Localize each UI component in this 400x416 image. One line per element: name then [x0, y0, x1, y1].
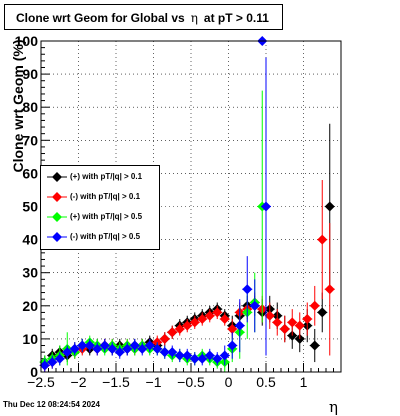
data-point — [39, 360, 50, 371]
legend-marker — [47, 192, 67, 202]
data-point — [159, 333, 170, 344]
data-point — [77, 340, 88, 351]
legend-entry: (+) with pT/|q| > 0.5 — [41, 208, 159, 226]
data-point — [69, 343, 80, 354]
data-point — [309, 340, 320, 351]
data-point — [317, 307, 328, 318]
data-point — [294, 320, 305, 331]
data-point — [189, 353, 200, 364]
data-point — [174, 323, 185, 334]
data-point — [144, 340, 155, 351]
data-point — [261, 201, 271, 212]
data-point — [84, 340, 95, 351]
y-tick-label: 70 — [22, 132, 38, 148]
x-axis-label: η — [329, 398, 338, 416]
data-point — [114, 347, 125, 358]
legend-label: (-) with pT/|q| > 0.5 — [70, 232, 141, 241]
y-tick-label: 90 — [22, 66, 38, 82]
data-point — [249, 300, 260, 311]
legend-entry: (+) with pT/|q| > 0.1 — [41, 168, 159, 186]
data-point — [242, 284, 253, 295]
data-point — [182, 350, 193, 361]
data-point — [107, 343, 118, 354]
y-tick-label: 100 — [15, 33, 39, 49]
x-tick-label: −2 — [71, 374, 87, 390]
data-point — [204, 350, 215, 361]
x-tick-label: 0.5 — [256, 374, 276, 390]
data-point — [152, 343, 163, 354]
data-point — [122, 343, 133, 354]
data-point — [159, 347, 170, 358]
y-axis-label: Clone wrt Geom (%) — [10, 39, 26, 173]
legend-label: (-) with pT/|q| > 0.1 — [70, 192, 141, 201]
data-point — [174, 350, 185, 361]
chart-title-suffix: at pT > 0.11 — [203, 11, 269, 25]
x-tick-label: 1 — [300, 374, 308, 390]
y-tick-label: 80 — [22, 99, 38, 115]
y-tick-label: 10 — [22, 331, 38, 347]
data-point — [54, 353, 65, 364]
data-point — [317, 234, 328, 245]
x-tick-label: −1 — [146, 374, 162, 390]
y-tick-label: 50 — [22, 199, 38, 215]
y-tick-label: 0 — [30, 364, 38, 380]
legend-marker — [47, 172, 67, 182]
data-point — [309, 300, 320, 311]
data-point — [62, 347, 73, 358]
data-point — [129, 340, 140, 351]
x-tick-label: −1.5 — [102, 374, 130, 390]
data-point — [189, 317, 200, 328]
data-point — [197, 314, 208, 325]
legend-label: (+) with pT/|q| > 0.5 — [70, 212, 143, 221]
x-tick-label: 0 — [225, 374, 233, 390]
data-point — [302, 314, 313, 325]
data-point — [212, 307, 223, 318]
data-point — [219, 350, 230, 361]
data-point — [279, 323, 290, 334]
y-tick-label: 30 — [22, 265, 38, 281]
chart-title: Clone wrt Geom for Global vs η at pT > 0.1… — [16, 11, 269, 25]
data-point — [167, 327, 178, 338]
data-point — [182, 320, 193, 331]
x-tick-label: −0.5 — [177, 374, 205, 390]
data-point — [264, 310, 275, 321]
chart-title-eta: η — [190, 11, 198, 25]
timestamp: Thu Dec 12 08:24:54 2024 — [3, 400, 100, 409]
chart-title-box: Clone wrt Geom for Global vs η at pT > 0.1… — [4, 4, 283, 30]
data-point — [167, 347, 178, 358]
chart-title-prefix: Clone wrt Geom for Global vs — [16, 11, 185, 25]
data-point — [212, 353, 223, 364]
data-point — [287, 317, 298, 328]
y-tick-label: 60 — [22, 165, 38, 181]
x-tick-label: −2.5 — [27, 374, 55, 390]
data-point — [272, 317, 283, 328]
data-point — [234, 320, 245, 331]
data-series — [39, 36, 271, 372]
legend-marker — [47, 232, 67, 242]
legend-marker — [47, 212, 67, 222]
data-point — [324, 284, 335, 295]
legend-entry: (-) with pT/|q| > 0.1 — [41, 188, 159, 206]
data-point — [204, 310, 215, 321]
y-tick-label: 40 — [22, 232, 38, 248]
data-point — [219, 314, 230, 325]
data-point — [227, 323, 238, 334]
legend: (+) with pT/|q| > 0.1 (-) with pT/|q| > … — [40, 165, 160, 250]
y-tick-label: 20 — [22, 298, 38, 314]
data-point — [99, 340, 110, 351]
data-point — [137, 343, 148, 354]
data-point — [227, 340, 238, 351]
data-point — [197, 353, 208, 364]
data-point — [324, 201, 335, 212]
data-point — [92, 343, 103, 354]
legend-label: (+) with pT/|q| > 0.1 — [70, 172, 143, 181]
legend-entry: (-) with pT/|q| > 0.5 — [41, 228, 159, 246]
data-point — [47, 357, 58, 368]
